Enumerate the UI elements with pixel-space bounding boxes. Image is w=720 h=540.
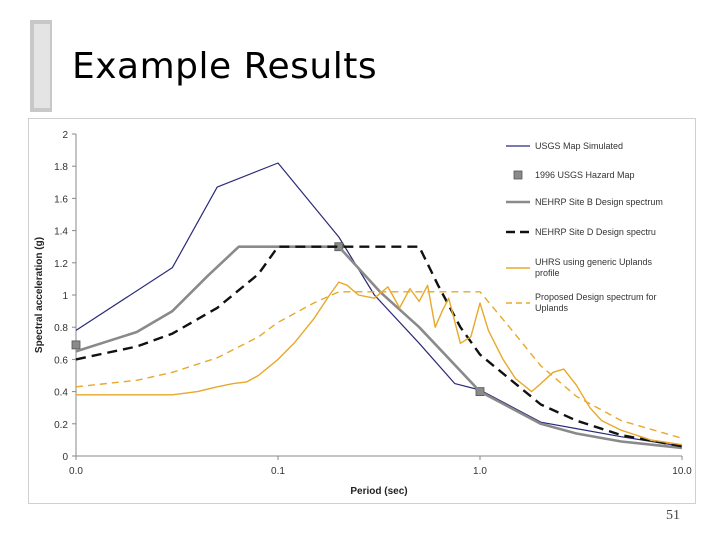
y-tick-label: 2 bbox=[62, 130, 68, 141]
series-line-usgs-map-simulated bbox=[75, 162, 683, 447]
title-accent-bar-inner bbox=[34, 24, 50, 108]
y-tick-label: 0.2 bbox=[54, 420, 68, 431]
y-tick-label: 1.2 bbox=[54, 259, 68, 270]
y-axis-label: Spectral acceleration (g) bbox=[34, 237, 45, 353]
x-tick-label: 10.0 bbox=[672, 466, 692, 477]
series-line-uhrs-using-generic-uplands-profile bbox=[76, 281, 683, 446]
series-layer bbox=[71, 162, 683, 450]
legend-label-1996-usgs-hazard-map: 1996 USGS Hazard Map bbox=[535, 170, 635, 180]
legend-label-nehrp-site-b-design-spectrum: NEHRP Site B Design spectrum bbox=[535, 197, 663, 207]
x-tick-label: 0.0 bbox=[69, 466, 83, 477]
series-marker-1996-usgs-hazard-map bbox=[71, 340, 81, 350]
legend-label-nehrp-site-d-design-spectru: NEHRP Site D Design spectru bbox=[535, 227, 656, 237]
y-tick-label: 0.4 bbox=[54, 388, 68, 399]
y-tick-label: 1 bbox=[62, 291, 68, 302]
y-tick-label: 0.8 bbox=[54, 323, 68, 334]
x-tick-label: 1.0 bbox=[473, 466, 487, 477]
axes-layer: 0 0.2 0.4 0.6 0.8 1 1.2 1.4 1.6 1.8 2 0.0 0.1 1.0 10.0… bbox=[34, 130, 692, 497]
legend-label-uhrs-using-generic-uplands-profile-cont: profile bbox=[535, 268, 560, 278]
y-tick-label: 1.8 bbox=[54, 162, 68, 173]
x-axis-label: Period (sec) bbox=[350, 486, 407, 497]
legend-label-uhrs-using-generic-uplands-profile: UHRS using generic Uplands bbox=[535, 257, 653, 267]
series-line-nehrp-site-d-design-spectru bbox=[75, 245, 683, 448]
y-tick-label: 1.4 bbox=[54, 227, 68, 238]
legend-label-proposed-design-spectrum-for-uplands-cont: Uplands bbox=[535, 303, 569, 313]
series-line-nehrp-site-b-design-spectrum bbox=[75, 245, 683, 450]
y-tick-label: 0.6 bbox=[54, 355, 68, 366]
y-tick-label: 0 bbox=[62, 452, 68, 463]
legend-layer: USGS Map Simulated 1996 USGS Hazard Map NE… bbox=[506, 141, 663, 313]
y-tick-label: 1.6 bbox=[54, 194, 68, 205]
chart-frame bbox=[28, 118, 696, 504]
legend-swatch-1996-usgs-hazard-map bbox=[513, 170, 523, 180]
legend-label-usgs-map-simulated: USGS Map Simulated bbox=[535, 141, 623, 151]
slide-title: Example Results bbox=[72, 46, 378, 87]
legend-label-proposed-design-spectrum-for-uplands: Proposed Design spectrum for bbox=[535, 292, 657, 302]
x-tick-label: 0.1 bbox=[271, 466, 285, 477]
page-number: 51 bbox=[666, 508, 680, 523]
